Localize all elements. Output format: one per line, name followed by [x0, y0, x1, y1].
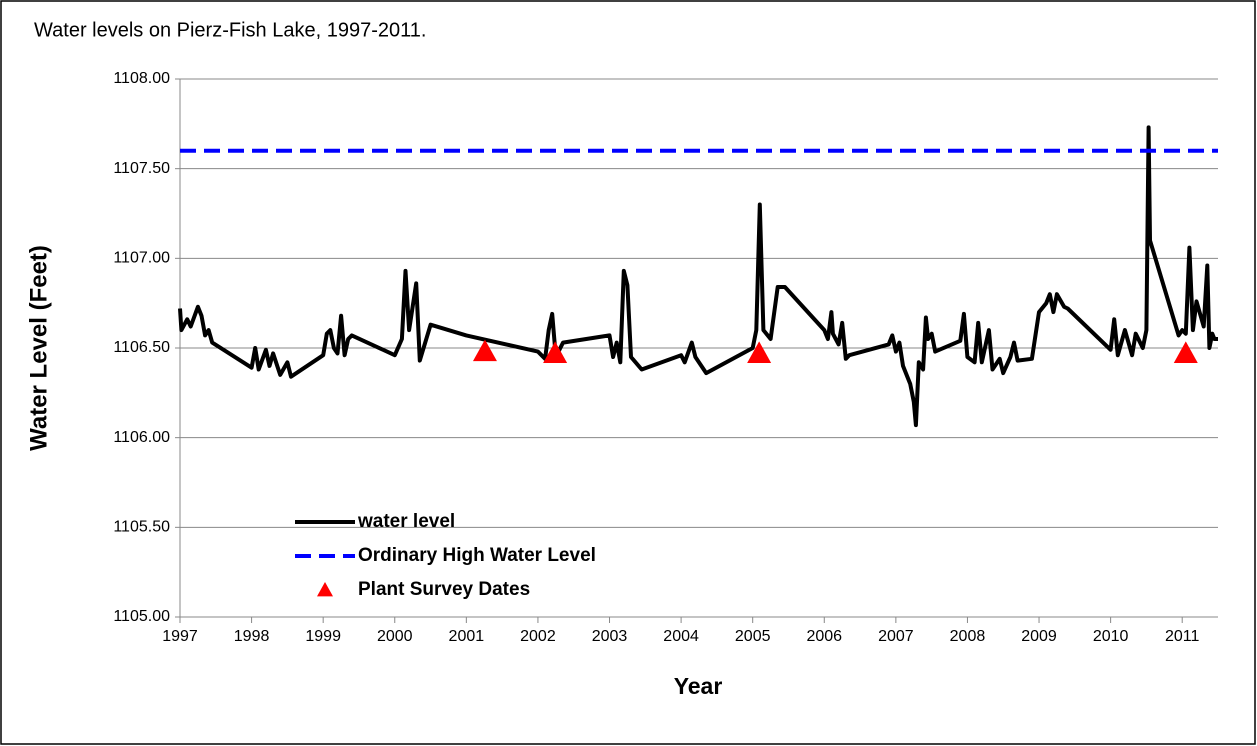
x-tick-label: 2007: [878, 628, 914, 645]
x-tick-label: 2009: [1021, 628, 1057, 645]
legend-label: Ordinary High Water Level: [358, 545, 596, 566]
chart-title: Water levels on Pierz-Fish Lake, 1997-20…: [34, 19, 426, 41]
survey-marker: [543, 341, 568, 363]
y-tick-label: 1107.50: [113, 160, 170, 177]
x-tick-label: 1997: [162, 628, 198, 645]
y-tick-label: 1108.00: [113, 70, 170, 87]
survey-marker: [1173, 341, 1198, 363]
y-tick-label: 1106.00: [113, 429, 170, 446]
y-tick-label: 1107.00: [113, 250, 170, 267]
x-axis-label: Year: [674, 673, 723, 699]
y-axis-label: Water Level (Feet): [25, 245, 52, 451]
legend-label: Plant Survey Dates: [358, 579, 530, 600]
x-tick-label: 1999: [305, 628, 341, 645]
y-tick-label: 1105.00: [113, 608, 170, 625]
x-tick-label: 2003: [592, 628, 628, 645]
x-tick-label: 2002: [520, 628, 556, 645]
survey-marker: [747, 341, 772, 363]
x-tick-label: 2005: [735, 628, 771, 645]
x-tick-label: 2010: [1093, 628, 1129, 645]
x-tick-label: 2004: [663, 628, 699, 645]
x-tick-label: 2011: [1165, 628, 1200, 645]
legend-label: water level: [357, 511, 455, 532]
survey-marker: [472, 339, 497, 362]
y-tick-label: 1106.50: [113, 339, 170, 356]
x-tick-label: 2001: [449, 628, 485, 645]
legend-marker: [317, 582, 333, 597]
data-line: [178, 125, 1218, 428]
x-tick-label: 2006: [806, 628, 842, 645]
x-tick-label: 1998: [234, 628, 270, 645]
x-tick-label: 2000: [377, 628, 413, 645]
y-tick-label: 1105.50: [113, 519, 170, 536]
x-tick-label: 2008: [950, 628, 986, 645]
